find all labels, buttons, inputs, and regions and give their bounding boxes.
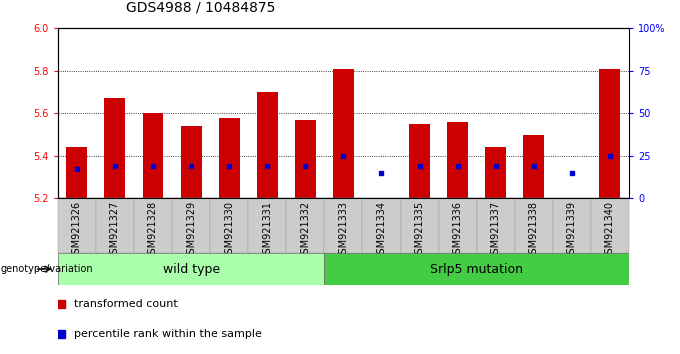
Bar [295,120,316,198]
Text: GSM921334: GSM921334 [377,201,386,260]
Bar [600,69,620,198]
Text: GSM921336: GSM921336 [453,201,462,260]
Text: wild type: wild type [163,263,220,275]
Text: GSM921327: GSM921327 [110,201,120,260]
Bar [219,118,239,198]
Text: GSM921330: GSM921330 [224,201,234,260]
Text: GSM921338: GSM921338 [529,201,539,260]
FancyBboxPatch shape [401,198,439,253]
FancyBboxPatch shape [286,198,324,253]
Text: genotype/variation: genotype/variation [1,264,93,274]
FancyBboxPatch shape [324,198,362,253]
Text: Srlp5 mutation: Srlp5 mutation [430,263,523,275]
Bar [447,122,468,198]
Bar [333,69,354,198]
FancyBboxPatch shape [210,198,248,253]
FancyBboxPatch shape [96,198,134,253]
Bar [486,147,506,198]
Bar [181,126,201,198]
Text: GDS4988 / 10484875: GDS4988 / 10484875 [126,0,275,14]
Bar [257,92,277,198]
Bar [143,113,163,198]
Bar [67,147,87,198]
FancyBboxPatch shape [134,198,172,253]
Bar [524,135,544,198]
FancyBboxPatch shape [172,198,210,253]
FancyBboxPatch shape [477,198,515,253]
FancyBboxPatch shape [362,198,401,253]
Text: GSM921339: GSM921339 [567,201,577,260]
FancyBboxPatch shape [439,198,477,253]
Text: GSM921331: GSM921331 [262,201,272,260]
Text: GSM921328: GSM921328 [148,201,158,260]
Text: GSM921337: GSM921337 [491,201,500,260]
FancyBboxPatch shape [248,198,286,253]
Text: GSM921333: GSM921333 [339,201,348,260]
FancyBboxPatch shape [58,253,324,285]
Text: GSM921329: GSM921329 [186,201,196,260]
Text: transformed count: transformed count [73,298,177,309]
Text: GSM921335: GSM921335 [415,201,424,260]
FancyBboxPatch shape [515,198,553,253]
FancyBboxPatch shape [324,253,629,285]
FancyBboxPatch shape [58,198,96,253]
Text: GSM921340: GSM921340 [605,201,615,260]
Text: GSM921332: GSM921332 [301,201,310,260]
Text: GSM921326: GSM921326 [72,201,82,260]
Text: percentile rank within the sample: percentile rank within the sample [73,329,261,339]
Bar [105,98,125,198]
FancyBboxPatch shape [591,198,629,253]
FancyBboxPatch shape [553,198,591,253]
Bar [409,124,430,198]
